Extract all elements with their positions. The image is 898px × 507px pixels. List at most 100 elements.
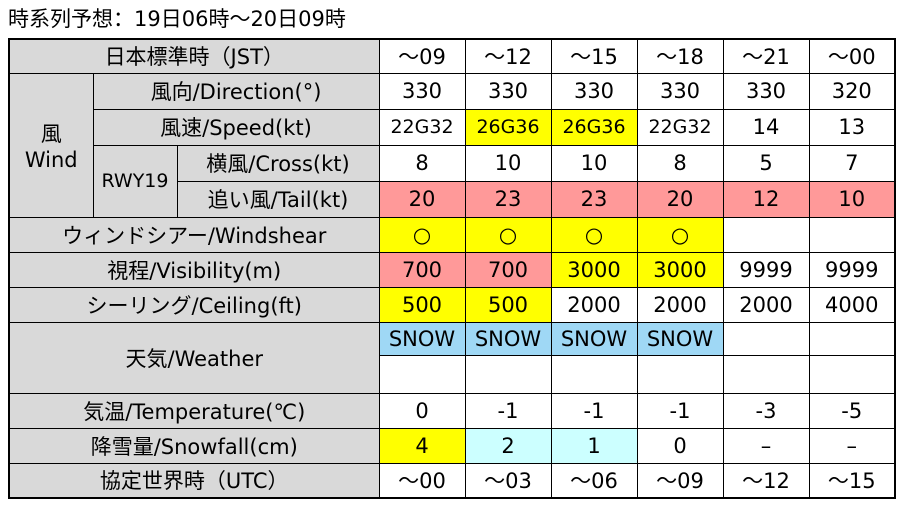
wind-label-text: Wind (24, 148, 78, 172)
wind-label-text: 風 (40, 122, 62, 146)
value-cell: 0 (378, 392, 466, 429)
value-cell: SNOW (550, 321, 638, 356)
wind-label: 風 Wind (8, 72, 94, 218)
value-cell: -1 (550, 392, 638, 429)
value-cell: ○ (378, 216, 466, 253)
value-cell: 0 (636, 427, 724, 464)
empty-cell (722, 354, 810, 394)
value-cell: -5 (808, 392, 896, 429)
footer-label: 協定世界時（UTC） (8, 462, 380, 499)
value-cell: 〜12 (464, 38, 552, 74)
value-cell: 14 (722, 108, 810, 146)
value-cell: 〜15 (808, 462, 896, 499)
value-cell: 500 (378, 286, 466, 323)
value-cell: 700 (378, 251, 466, 288)
value-cell: -1 (464, 392, 552, 429)
value-cell: 26G36 (550, 108, 638, 146)
value-cell: 4000 (808, 286, 896, 323)
table-row: シーリング/Ceiling(ft) 500 500 2000 2000 2000 4000 (8, 286, 896, 323)
value-cell: 13 (808, 108, 896, 146)
value-cell: 22G32 (378, 108, 466, 146)
value-cell: SNOW (636, 321, 724, 356)
value-cell: ○ (550, 216, 638, 253)
value-cell: 23 (550, 180, 638, 218)
value-cell: 〜03 (464, 462, 552, 499)
value-cell: 〜12 (722, 462, 810, 499)
value-cell (722, 216, 810, 253)
value-cell: 〜09 (378, 38, 466, 74)
empty-cell (636, 354, 724, 394)
value-cell: 330 (636, 72, 724, 110)
value-cell: 320 (808, 72, 896, 110)
value-cell: 2000 (550, 286, 638, 323)
value-cell: 8 (378, 144, 466, 182)
table-row: RWY19 横風/Cross(kt) 8 10 10 8 5 7 (9, 144, 896, 218)
header-label: 日本標準時（JST） (8, 38, 380, 74)
value-cell: 3000 (550, 251, 638, 288)
value-cell: SNOW (378, 321, 466, 356)
value-cell: ○ (636, 216, 724, 253)
table-row: 気温/Temperature(℃) 0 -1 -1 -1 -3 -5 (8, 392, 896, 429)
table-row: 風速/Speed(kt) 22G32 26G36 26G36 22G32 14 13 (9, 108, 896, 146)
value-cell: 8 (636, 144, 724, 182)
row-label: シーリング/Ceiling(ft) (8, 286, 380, 323)
row-label: ウィンドシアー/Windshear (8, 216, 380, 253)
value-cell: – (722, 427, 810, 464)
table-row: 視程/Visibility(m) 700 700 3000 3000 9999 9999 (8, 251, 896, 288)
value-cell: 2000 (636, 286, 724, 323)
value-cell: 330 (464, 72, 552, 110)
runway-label: RWY19 (92, 144, 178, 218)
value-cell: 22G32 (636, 108, 724, 146)
value-cell: 700 (464, 251, 552, 288)
value-cell: 9999 (808, 251, 896, 288)
title: 時系列予想：19日06時〜20日09時 (8, 7, 346, 31)
value-cell: ○ (464, 216, 552, 253)
value-cell: 20 (378, 180, 466, 218)
value-cell (808, 321, 896, 356)
empty-cell (550, 354, 638, 394)
value-cell: 9999 (722, 251, 810, 288)
value-cell: SNOW (464, 321, 552, 356)
value-cell: 2000 (722, 286, 810, 323)
empty-cell (378, 354, 466, 394)
value-cell: – (808, 427, 896, 464)
value-cell: 330 (550, 72, 638, 110)
value-cell: 〜00 (378, 462, 466, 499)
row-label: 降雪量/Snowfall(cm) (8, 427, 380, 464)
row-label: 気温/Temperature(℃) (8, 392, 380, 429)
table-row: 風 Wind 風向/Direction(°) 330 330 330 330 330 320 (8, 72, 896, 218)
value-cell: -1 (636, 392, 724, 429)
empty-cell (808, 354, 896, 394)
value-cell (722, 321, 810, 356)
table-row: 降雪量/Snowfall(cm) 4 2 1 0– – (8, 427, 896, 464)
table-row: 追い風/Tail(kt) 20 23 23 20 12 10 (9, 180, 896, 218)
empty-cell (464, 354, 552, 394)
value-cell: 10 (464, 144, 552, 182)
value-cell: 10 (550, 144, 638, 182)
value-cell: 23 (464, 180, 552, 218)
row-label: 天気/Weather (8, 321, 380, 394)
forecast-table: 日本標準時（JST） 〜09 〜12 〜15 〜18 〜21 〜00 風 Wind 風向/Dire… (8, 38, 896, 499)
row-label: 横風/Cross(kt) (176, 144, 380, 182)
row-label: 視程/Visibility(m) (8, 251, 380, 288)
value-cell: 12 (722, 180, 810, 218)
table-row: 日本標準時（JST） 〜09 〜12 〜15 〜18 〜21 〜00 (8, 38, 896, 74)
value-cell: 〜15 (550, 38, 638, 74)
value-cell: 4 (378, 427, 466, 464)
value-cell: 5 (722, 144, 810, 182)
row-label: 風速/Speed(kt) (92, 108, 380, 146)
value-cell: 3000 (636, 251, 724, 288)
value-cell: 2 (464, 427, 552, 464)
value-cell: 〜00 (808, 38, 896, 74)
value-cell: 20 (636, 180, 724, 218)
table-row: 天気/Weather SNOW SNOW SNOW SNOW (8, 321, 896, 394)
value-cell: 1 (550, 427, 638, 464)
value-cell: 330 (378, 72, 466, 110)
value-cell: 〜18 (636, 38, 724, 74)
table-row: ウィンドシアー/Windshear ○ ○ ○ ○ (8, 216, 896, 253)
value-cell (808, 216, 896, 253)
value-cell: 500 (464, 286, 552, 323)
row-label: 風向/Direction(°) (92, 72, 380, 110)
value-cell: 〜06 (550, 462, 638, 499)
